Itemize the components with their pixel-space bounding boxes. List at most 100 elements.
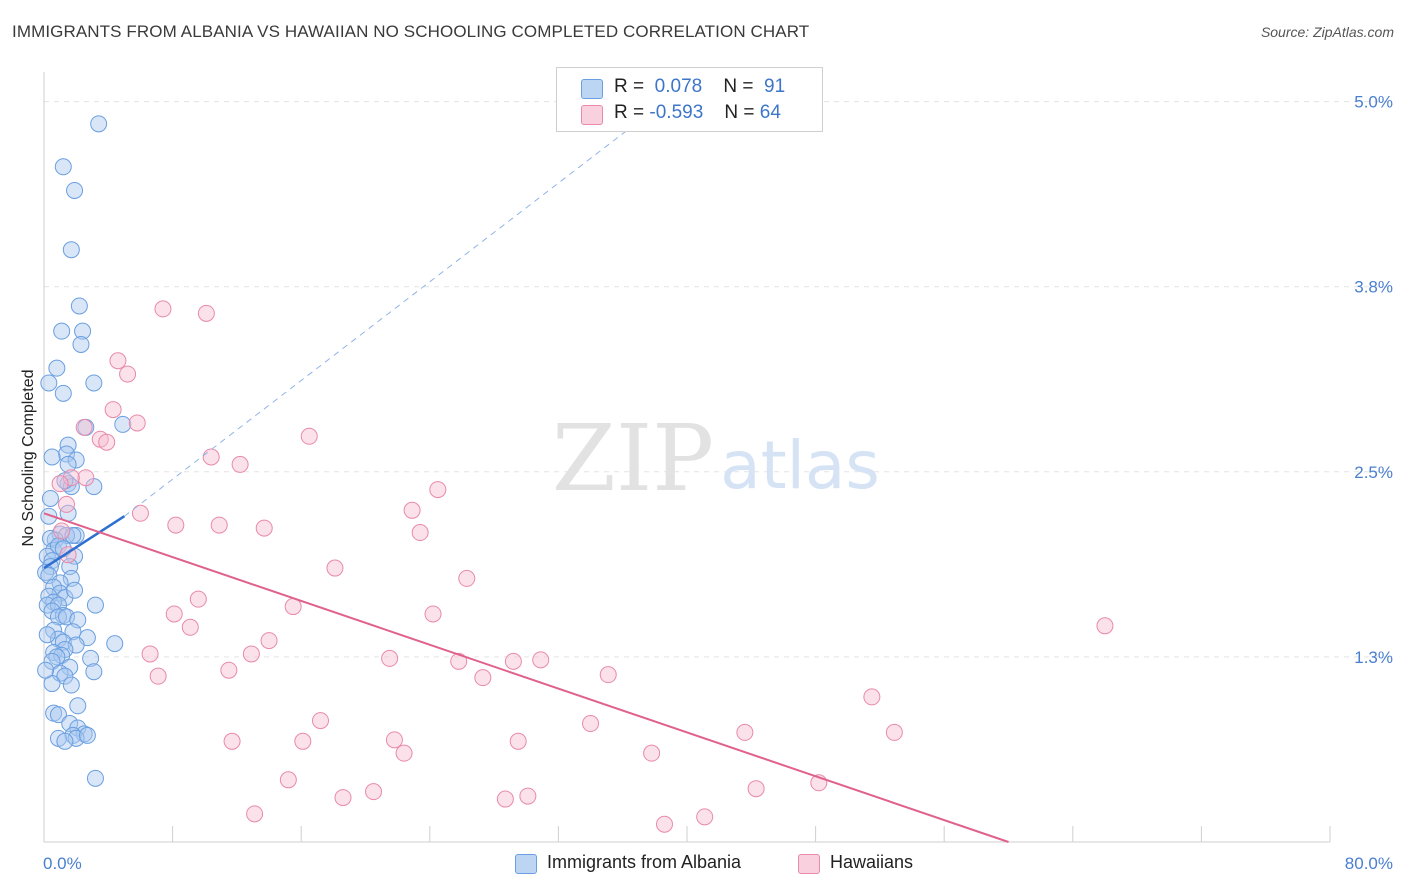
hawaiians-trend-line — [43, 512, 1009, 843]
albania-point — [78, 726, 96, 744]
hawaiians-point — [365, 783, 383, 801]
hawaiians-point — [696, 808, 714, 826]
albania-point — [54, 384, 72, 402]
y-tick-label: 5.0% — [1354, 93, 1393, 112]
albania-point — [69, 697, 87, 715]
albania-point — [49, 630, 67, 648]
albania-point — [86, 596, 104, 614]
hawaiians-point — [167, 516, 185, 534]
hawaiians-point — [58, 495, 76, 513]
hawaiians-point — [98, 433, 116, 451]
chart-source: Source: ZipAtlas.com — [1260, 24, 1394, 40]
hawaiians-point — [128, 414, 146, 432]
albania-point — [49, 596, 67, 614]
albania-point — [85, 374, 103, 392]
chart-title: IMMIGRANTS FROM ALBANIA VS HAWAIIAN NO S… — [12, 22, 810, 41]
hawaiians-point — [202, 448, 220, 466]
albania-point — [72, 335, 90, 353]
albania-point — [66, 581, 84, 599]
albania-point — [67, 636, 85, 654]
albania-point — [59, 436, 77, 454]
hawaiians-point — [189, 590, 207, 608]
trend-lines — [43, 108, 1009, 843]
hawaiians-point — [104, 401, 122, 419]
hawaiians-point — [403, 501, 421, 519]
watermark-atlas: atlas — [720, 427, 880, 504]
series-label-albania: Immigrants from Albania — [547, 852, 742, 872]
albania-point — [66, 181, 84, 199]
albania-point — [53, 322, 71, 340]
hawaiians-point — [300, 427, 318, 445]
series-label-hawaiians: Hawaiians — [830, 852, 914, 872]
hawaiians-point — [381, 649, 399, 667]
legend-swatch-blue — [581, 79, 603, 99]
hawaiians-point — [532, 651, 550, 669]
albania-point — [56, 732, 74, 750]
hawaiians-point — [385, 731, 403, 749]
watermark-zip: ZIP — [552, 405, 714, 512]
correlation-legend: R = 0.078 N = 91 R = -0.593 N = 64 — [556, 67, 823, 132]
hawaiians-point — [131, 504, 149, 522]
hawaiians-point — [411, 524, 429, 542]
albania-trend-extension — [124, 108, 656, 517]
hawaiians-point — [863, 688, 881, 706]
legend-swatch-pink — [581, 105, 603, 125]
y-tick-label: 1.3% — [1354, 648, 1393, 667]
albania-trend-line — [43, 515, 126, 570]
y-axis-label: No Schooling Completed — [20, 370, 37, 547]
series-hawaiians-points — [51, 300, 1114, 833]
hawaiians-point — [655, 815, 673, 833]
hawaiians-point — [220, 661, 238, 679]
hawaiians-point — [294, 732, 312, 750]
albania-point — [70, 297, 88, 315]
legend-r-value: 0.078 — [654, 76, 703, 97]
hawaiians-point — [75, 418, 93, 436]
albania-point — [48, 359, 66, 377]
albania-point — [61, 658, 79, 676]
hawaiians-point — [210, 516, 228, 534]
hawaiians-point — [119, 365, 137, 383]
series-albania-points — [37, 115, 132, 787]
albania-point — [62, 676, 80, 694]
albania-point — [62, 241, 80, 259]
hawaiians-point — [747, 780, 765, 798]
tick-labels: 1.3% 2.5% 3.8% 5.0% 0.0% 80.0% — [43, 93, 1393, 873]
hawaiians-point — [141, 645, 159, 663]
hawaiians-point — [395, 744, 413, 762]
albania-point — [37, 661, 55, 679]
hawaiians-point — [51, 475, 69, 493]
hawaiians-point — [334, 789, 352, 807]
hawaiians-point — [223, 732, 241, 750]
albania-point — [40, 374, 58, 392]
albania-point — [67, 729, 85, 747]
albania-point — [82, 649, 100, 667]
series-swatch-pink — [798, 854, 820, 874]
hawaiians-point — [77, 469, 95, 487]
hawaiians-point — [509, 732, 527, 750]
x-tick-label: 80.0% — [1345, 854, 1393, 873]
hawaiians-point — [311, 712, 329, 730]
albania-point — [106, 635, 124, 653]
x-tick-label: 0.0% — [43, 854, 82, 873]
hawaiians-point — [519, 787, 537, 805]
hawaiians-point — [246, 805, 264, 823]
legend-n-label: N = — [723, 76, 754, 97]
hawaiians-point — [231, 455, 249, 473]
hawaiians-point — [1096, 617, 1114, 635]
hawaiians-point — [450, 652, 468, 670]
hawaiians-point — [326, 559, 344, 577]
hawaiians-point — [181, 618, 199, 636]
albania-point — [56, 667, 74, 685]
legend-n-value: 91 — [764, 76, 786, 97]
hawaiians-point — [885, 723, 903, 741]
albania-point — [62, 478, 80, 496]
albania-point — [49, 706, 67, 724]
hawaiians-point — [429, 481, 447, 499]
legend-n-label: N = — [724, 102, 755, 123]
albania-point — [54, 158, 72, 176]
legend-r-label: R = — [614, 76, 645, 97]
hawaiians-point — [643, 744, 661, 762]
hawaiians-point — [736, 723, 754, 741]
albania-point — [45, 578, 63, 596]
